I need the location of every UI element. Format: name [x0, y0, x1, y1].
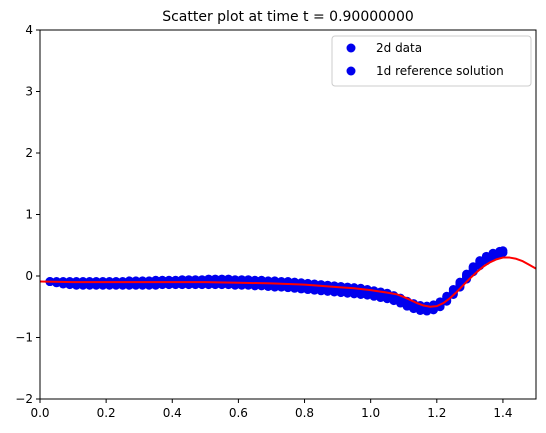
x-tick-label: 1.2 [427, 406, 446, 420]
y-tick-label: −2 [15, 392, 33, 406]
y-tick-label: 4 [25, 23, 33, 37]
data-point-2d [498, 246, 508, 256]
y-tick-label: −1 [15, 331, 33, 345]
x-tick-label: 0.4 [163, 406, 182, 420]
legend-box [331, 35, 532, 87]
y-tick-label: 3 [25, 85, 33, 99]
y-axis: −2 −1 0 1 2 3 4 [15, 23, 40, 406]
x-tick-label: 1.4 [493, 406, 512, 420]
legend-marker-2d-data [346, 43, 356, 53]
x-tick-label: 0.6 [229, 406, 248, 420]
x-tick-label: 1.0 [361, 406, 380, 420]
reference-line [40, 256, 536, 308]
chart-title: Scatter plot at time t = 0.90000000 [162, 9, 414, 25]
y-tick-label: 0 [25, 269, 33, 283]
legend-label-1d-reference: 1d reference solution [376, 64, 504, 78]
legend-marker-1d-reference [346, 66, 356, 76]
x-tick-label: 0.8 [295, 406, 314, 420]
x-axis: 0.0 0.2 0.4 0.6 0.8 1.0 1.2 1.4 [30, 399, 512, 420]
legend-label-2d-data: 2d data [376, 41, 422, 55]
y-tick-label: 2 [25, 146, 33, 160]
plot-area [40, 246, 536, 316]
plot-inner [40, 246, 536, 316]
x-tick-label: 0.0 [30, 406, 49, 420]
x-tick-label: 0.2 [97, 406, 116, 420]
legend: 2d data 1d reference solution [331, 35, 532, 87]
y-tick-label: 1 [25, 208, 33, 222]
